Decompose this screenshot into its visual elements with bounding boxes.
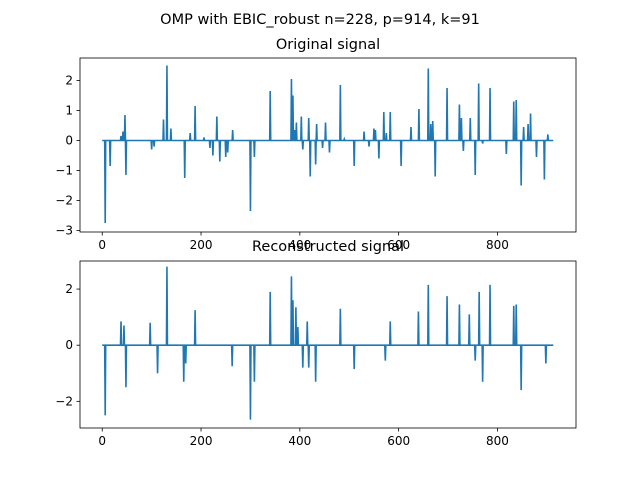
original-signal-ytick-label: 2 <box>65 74 73 88</box>
original-signal-ytick-label: −2 <box>55 194 73 208</box>
reconstructed-signal-xtick-label: 600 <box>387 434 410 448</box>
reconstructed-signal-ytick-label: 2 <box>65 282 73 296</box>
reconstructed-signal-axes-frame <box>79 260 577 429</box>
original-signal-title: Original signal <box>276 37 380 53</box>
original-signal-ytick-label: −3 <box>55 224 73 238</box>
original-signal-xtick-label: 0 <box>98 238 106 252</box>
original-signal-ytick-label: 0 <box>65 134 73 148</box>
original-signal-xtick-label: 600 <box>387 238 410 252</box>
reconstructed-signal-ytick-label: 0 <box>65 338 73 352</box>
original-signal-axes-frame <box>79 57 577 233</box>
original-signal-series-line <box>102 65 554 224</box>
original-signal-axes: Original signal 0 200 400 600 800 −3 −2 −1 0 1 2 <box>55 37 577 252</box>
reconstructed-signal-title: Reconstructed signal <box>252 239 404 255</box>
reconstructed-signal-xtick-label: 800 <box>486 434 509 448</box>
original-signal-xtick-label: 800 <box>486 238 509 252</box>
reconstructed-signal-xtick-label: 200 <box>190 434 213 448</box>
original-signal-ytick-label: −1 <box>55 164 73 178</box>
figure-suptitle: OMP with EBIC_robust n=228, p=914, k=91 <box>160 12 480 28</box>
original-signal-xtick-label: 200 <box>190 238 213 252</box>
original-signal-xtick-label: 400 <box>288 238 311 252</box>
reconstructed-signal-series-line <box>102 266 554 420</box>
reconstructed-signal-plot: 0 200 400 600 800 −2 0 2 <box>55 260 577 448</box>
reconstructed-signal-ytick-label: −2 <box>55 394 73 408</box>
reconstructed-signal-axes: Reconstructed signal 0 200 400 600 800 −2 0 2 <box>55 239 577 448</box>
reconstructed-signal-xtick-label: 0 <box>98 434 106 448</box>
original-signal-ytick-label: 1 <box>65 104 73 118</box>
original-signal-plot: 0 200 400 600 800 −3 −2 −1 0 1 2 <box>55 57 577 252</box>
reconstructed-signal-xtick-label: 400 <box>288 434 311 448</box>
